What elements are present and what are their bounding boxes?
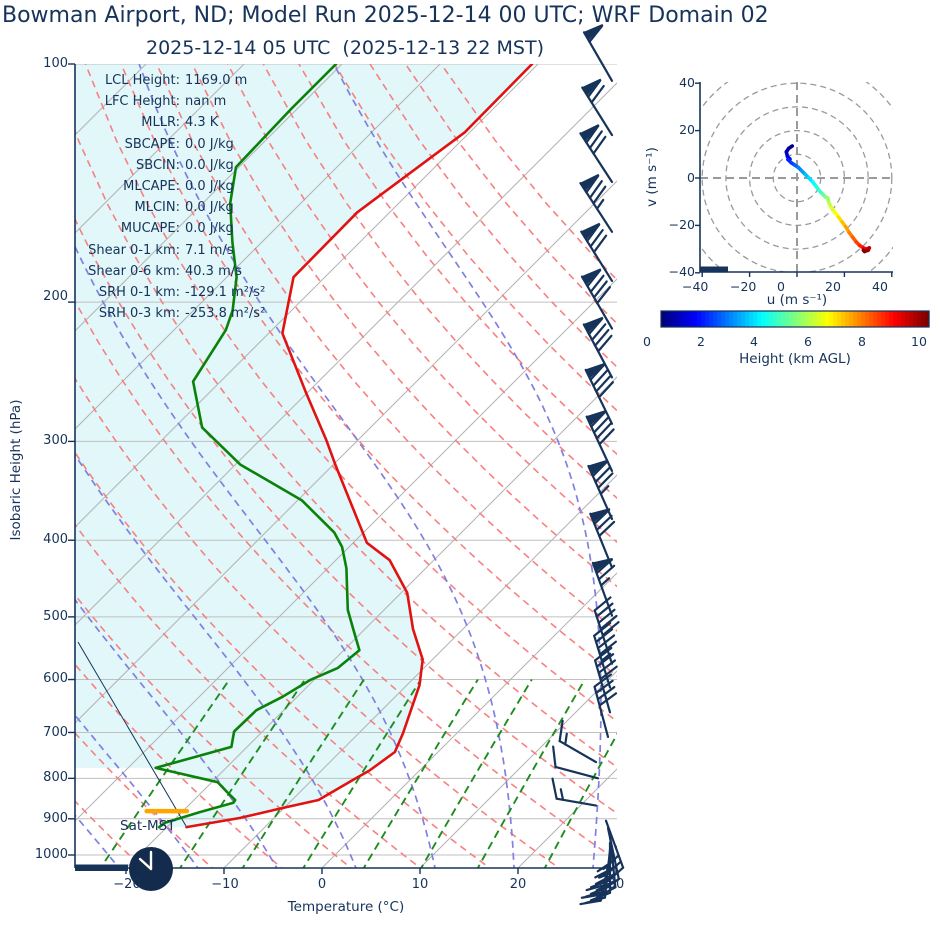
hodo-ytick-20: 20 [679,122,695,137]
temp-tick-10: 10 [411,877,429,892]
cbar-tick-2: 2 [697,334,705,349]
pressure-tick-300: 300 [43,433,68,448]
pressure-tick-900: 900 [43,811,68,826]
page-title: Bowman Airport, ND; Model Run 2025-12-14… [2,3,769,28]
cbar-tick-6: 6 [804,334,812,349]
pressure-tick-1000: 1000 [34,847,68,862]
pressure-tick-600: 600 [43,671,68,686]
local-time-clock-icon [129,847,173,891]
stat-shear-0-6: Shear 0-6 km: 40.3 m/s [88,263,242,279]
cbar-tick-4: 4 [750,334,758,349]
pressure-tick-700: 700 [43,725,68,740]
stat-sbcin: SBCIN: 0.0 J/kg [136,157,234,173]
hodograph-axes [695,82,893,277]
hodo-y-axis-label: v (m s⁻¹) [644,147,660,207]
dewpoint-curve [154,64,361,829]
stat-sbcape: SBCAPE: 0.0 J/kg [124,136,234,152]
hodo-xtick-m20: −20 [730,279,757,294]
pressure-tick-800: 800 [43,770,68,785]
valid-time-subtitle: 2025-12-14 05 UTC (2025-12-13 22 MST) [146,37,544,59]
height-colorbar [660,310,930,328]
temp-tick-30: 30 [607,877,625,892]
hodo-xtick-40: 40 [872,279,888,294]
temp-tick-m20: −20 [113,877,141,892]
hodo-ytick-m40: −40 [668,264,695,279]
cbar-tick-0: 0 [643,334,651,349]
stat-lcl-height: LCL Height: 1169.0 m [104,73,248,88]
hodo-ytick-40: 40 [679,75,695,90]
stat-mucape: MUCAPE: 0.0 J/kg [120,221,234,237]
temp-tick-20: 20 [509,877,527,892]
wind-barbs [551,24,625,906]
hodo-x-axis-label: u (m s⁻¹) [766,292,828,308]
surface-annotation-line [77,641,187,827]
sounding-stats-block: LCL Height: 1169.0 m LFC Height: nan m MLL… [62,70,265,324]
temperature-curve [185,64,534,829]
surface-scale-bar [75,864,128,871]
skewt-x-axis-label: Temperature (°C) [287,899,405,915]
stat-mlcin: MLCIN: 0.0 J/kg [134,200,234,216]
skewt-y-axis-label: Isobaric Height (hPa) [8,399,24,541]
hodo-xtick-m40: −40 [682,279,709,294]
moisture-fill-region [75,64,533,828]
pressure-tick-200: 200 [43,289,68,304]
stat-shear-0-1: Shear 0-1 km: 7.1 m/s [88,242,234,258]
pressure-tick-500: 500 [43,609,68,624]
pressure-tick-100: 100 [43,56,68,71]
hodograph-trace [700,144,872,272]
hodo-xtick-20: 20 [825,279,841,294]
mixing-ratio-lines [99,678,617,868]
hodo-xtick-0: 0 [777,279,785,294]
hodograph-grid [700,82,893,272]
stat-srh-0-1: SRH 0-1 km: -129.1 m²/s² [98,285,266,301]
cbar-label: Height (km AGL) [739,351,851,367]
cbar-tick-8: 8 [858,334,866,349]
hodo-ytick-m20: −20 [668,217,695,232]
stat-srh-0-3: SRH 0-3 km: -253.8 m²/s² [98,306,266,322]
stat-mllr: MLLR: 4.3 K [141,115,219,131]
hodo-ytick-0: 0 [687,170,695,185]
stat-lfc-height: LFC Height: nan m [104,94,227,110]
cbar-tick-10: 10 [911,334,927,349]
temp-tick-0: 0 [317,877,327,892]
pressure-tick-400: 400 [43,532,68,547]
surface-time-label: Sat-MST [120,818,176,834]
stat-mlcape: MLCAPE: 0.0 J/kg [123,179,234,195]
temp-tick-m10: −10 [211,877,239,892]
